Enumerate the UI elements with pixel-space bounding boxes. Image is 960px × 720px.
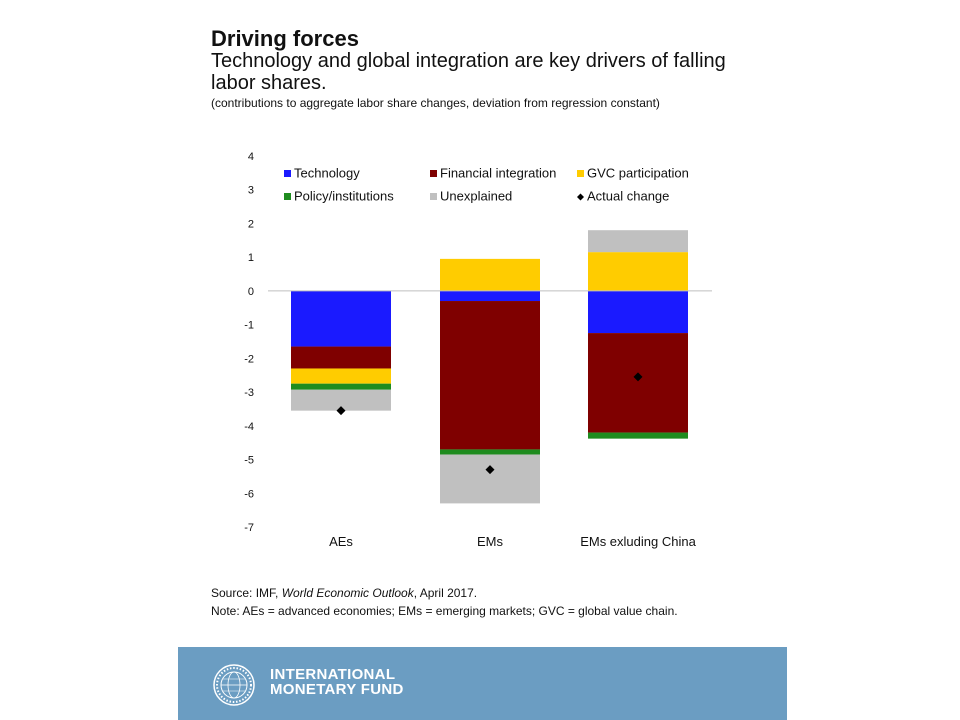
imf-seal-icon (213, 664, 255, 706)
legend: Technology Financial integration GVC parti… (284, 166, 689, 204)
actual-change-marker (633, 372, 643, 382)
legend-swatch (284, 193, 291, 200)
legend-label: Unexplained (440, 189, 512, 204)
y-tick-label: 1 (248, 252, 254, 264)
source-prefix: Source: IMF, (211, 586, 282, 600)
y-tick-label: -3 (244, 387, 254, 399)
bar-segment (440, 290, 540, 302)
bar-segment (588, 333, 688, 433)
legend-label: Actual change (587, 189, 669, 204)
legend-swatch (577, 193, 584, 201)
x-axis: AEs EMs EMs exluding China (329, 534, 696, 549)
bar-segment (291, 383, 391, 390)
bar-segment (588, 432, 688, 439)
legend-label: Financial integration (440, 166, 556, 181)
bar-segment (440, 258, 540, 291)
imf-wordmark: INTERNATIONAL MONETARY FUND (270, 667, 404, 697)
legend-swatch (577, 170, 584, 177)
y-tick-label: -5 (244, 455, 254, 467)
y-tick-label: 4 (248, 151, 254, 163)
bar-segment (440, 454, 540, 504)
legend-swatch (284, 170, 291, 177)
imf-footer-banner: INTERNATIONAL MONETARY FUND (178, 647, 787, 720)
bar-segment (291, 290, 391, 347)
actual-change-markers (336, 372, 643, 475)
legend-label: GVC participation (587, 166, 689, 181)
chart-description: (contributions to aggregate labor share … (211, 96, 660, 110)
y-tick-label: -1 (244, 320, 254, 332)
imf-wordmark-line1: INTERNATIONAL (270, 666, 396, 683)
stacked-bar-chart: 4 3 2 1 0 -1 -2 -3 -4 -5 -6 -7 AEs EMs EMs exluding C… (244, 151, 712, 549)
source-publication: World Economic Outlook (281, 586, 414, 600)
legend-label: Policy/institutions (294, 189, 394, 204)
actual-change-marker (336, 406, 346, 416)
x-category-label: EMs (477, 534, 504, 549)
imf-wordmark-line2: MONETARY FUND (270, 681, 404, 698)
abbreviation-note: Note: AEs = advanced economies; EMs = em… (211, 604, 678, 618)
x-category-label: EMs exluding China (580, 534, 696, 549)
bar-segment (588, 290, 688, 334)
bar-segment (291, 346, 391, 369)
y-axis: 4 3 2 1 0 -1 -2 -3 -4 -5 -6 -7 (244, 151, 254, 534)
y-tick-label: -7 (244, 522, 254, 534)
bar-segment (588, 252, 688, 291)
legend-swatch (430, 170, 437, 177)
legend-label: Technology (294, 166, 360, 181)
bar-segment (291, 389, 391, 411)
bar-segment (588, 230, 688, 253)
y-tick-label: 2 (248, 218, 254, 230)
y-tick-label: 3 (248, 185, 254, 197)
y-tick-label: 0 (248, 286, 254, 298)
bar-segment (440, 449, 540, 455)
chart-title: Driving forces (211, 26, 359, 51)
bar-segment (440, 301, 540, 450)
chart-subtitle: Technology and global integration are ke… (211, 50, 726, 94)
x-category-label: AEs (329, 534, 353, 549)
y-tick-label: -2 (244, 353, 254, 365)
source-suffix: , April 2017. (413, 586, 478, 600)
source-note: Source: IMF, World Economic Outlook, Apr… (211, 585, 477, 601)
bar-segment (291, 368, 391, 384)
y-tick-label: -6 (244, 488, 254, 500)
y-tick-label: -4 (244, 421, 254, 433)
legend-swatch (430, 193, 437, 200)
bars (291, 230, 688, 504)
actual-change-marker (485, 465, 495, 475)
